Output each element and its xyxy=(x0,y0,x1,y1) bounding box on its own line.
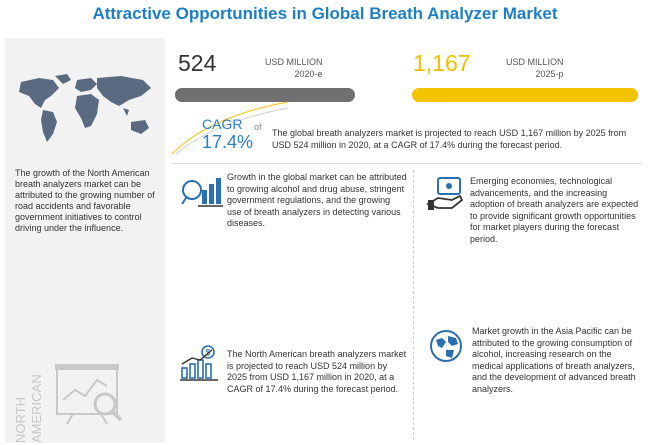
year-label: 2025-p xyxy=(535,69,564,79)
money-hand-icon xyxy=(425,176,466,217)
region-label-line1: NORTH xyxy=(13,397,28,443)
unit-label: USD MILLION xyxy=(265,57,323,67)
market-unit-2025: USD MILLION 2025-p xyxy=(506,56,564,80)
magnifier-chart-icon xyxy=(53,360,133,430)
globe-icon xyxy=(428,328,464,369)
year-label: 2020-e xyxy=(294,69,323,79)
unit-label: USD MILLION xyxy=(506,57,564,67)
divider-vertical xyxy=(413,170,414,440)
bar-2025-fill xyxy=(412,88,638,102)
region-label: NORTH AMERICAN xyxy=(5,358,55,445)
market-unit-2020: USD MILLION 2020-e xyxy=(265,56,323,80)
world-map-icon xyxy=(11,70,159,150)
page-title: Attractive Opportunities in Global Breat… xyxy=(92,4,558,23)
market-value-2020: 524 xyxy=(178,50,217,76)
north-america-text: The North American breath analyzers mark… xyxy=(227,349,407,394)
cagr-label: CAGR xyxy=(202,116,243,132)
emerging-text: Emerging economies, technological advanc… xyxy=(470,176,639,244)
cagr-of: of xyxy=(254,122,262,132)
bar-growth-dollar-icon: $ xyxy=(178,344,220,387)
divider xyxy=(172,163,642,164)
growth-chart-icon xyxy=(180,172,224,217)
growth-text: Growth in the global market can be attri… xyxy=(227,172,407,228)
cagr-value: 17.4% xyxy=(202,132,254,152)
asia-text: Market growth in the Asia Pacific can be… xyxy=(472,326,636,394)
left-panel-text: The growth of the North American breath … xyxy=(15,168,155,233)
cagr-description: The global breath analyzers market is pr… xyxy=(272,128,627,150)
swoosh-decoration xyxy=(171,101,289,155)
bar-2020-fill xyxy=(175,88,355,102)
market-value-2025: 1,167 xyxy=(413,50,471,76)
region-label-line2: AMERICAN xyxy=(29,374,44,443)
left-panel: The growth of the North American breath … xyxy=(5,38,165,443)
